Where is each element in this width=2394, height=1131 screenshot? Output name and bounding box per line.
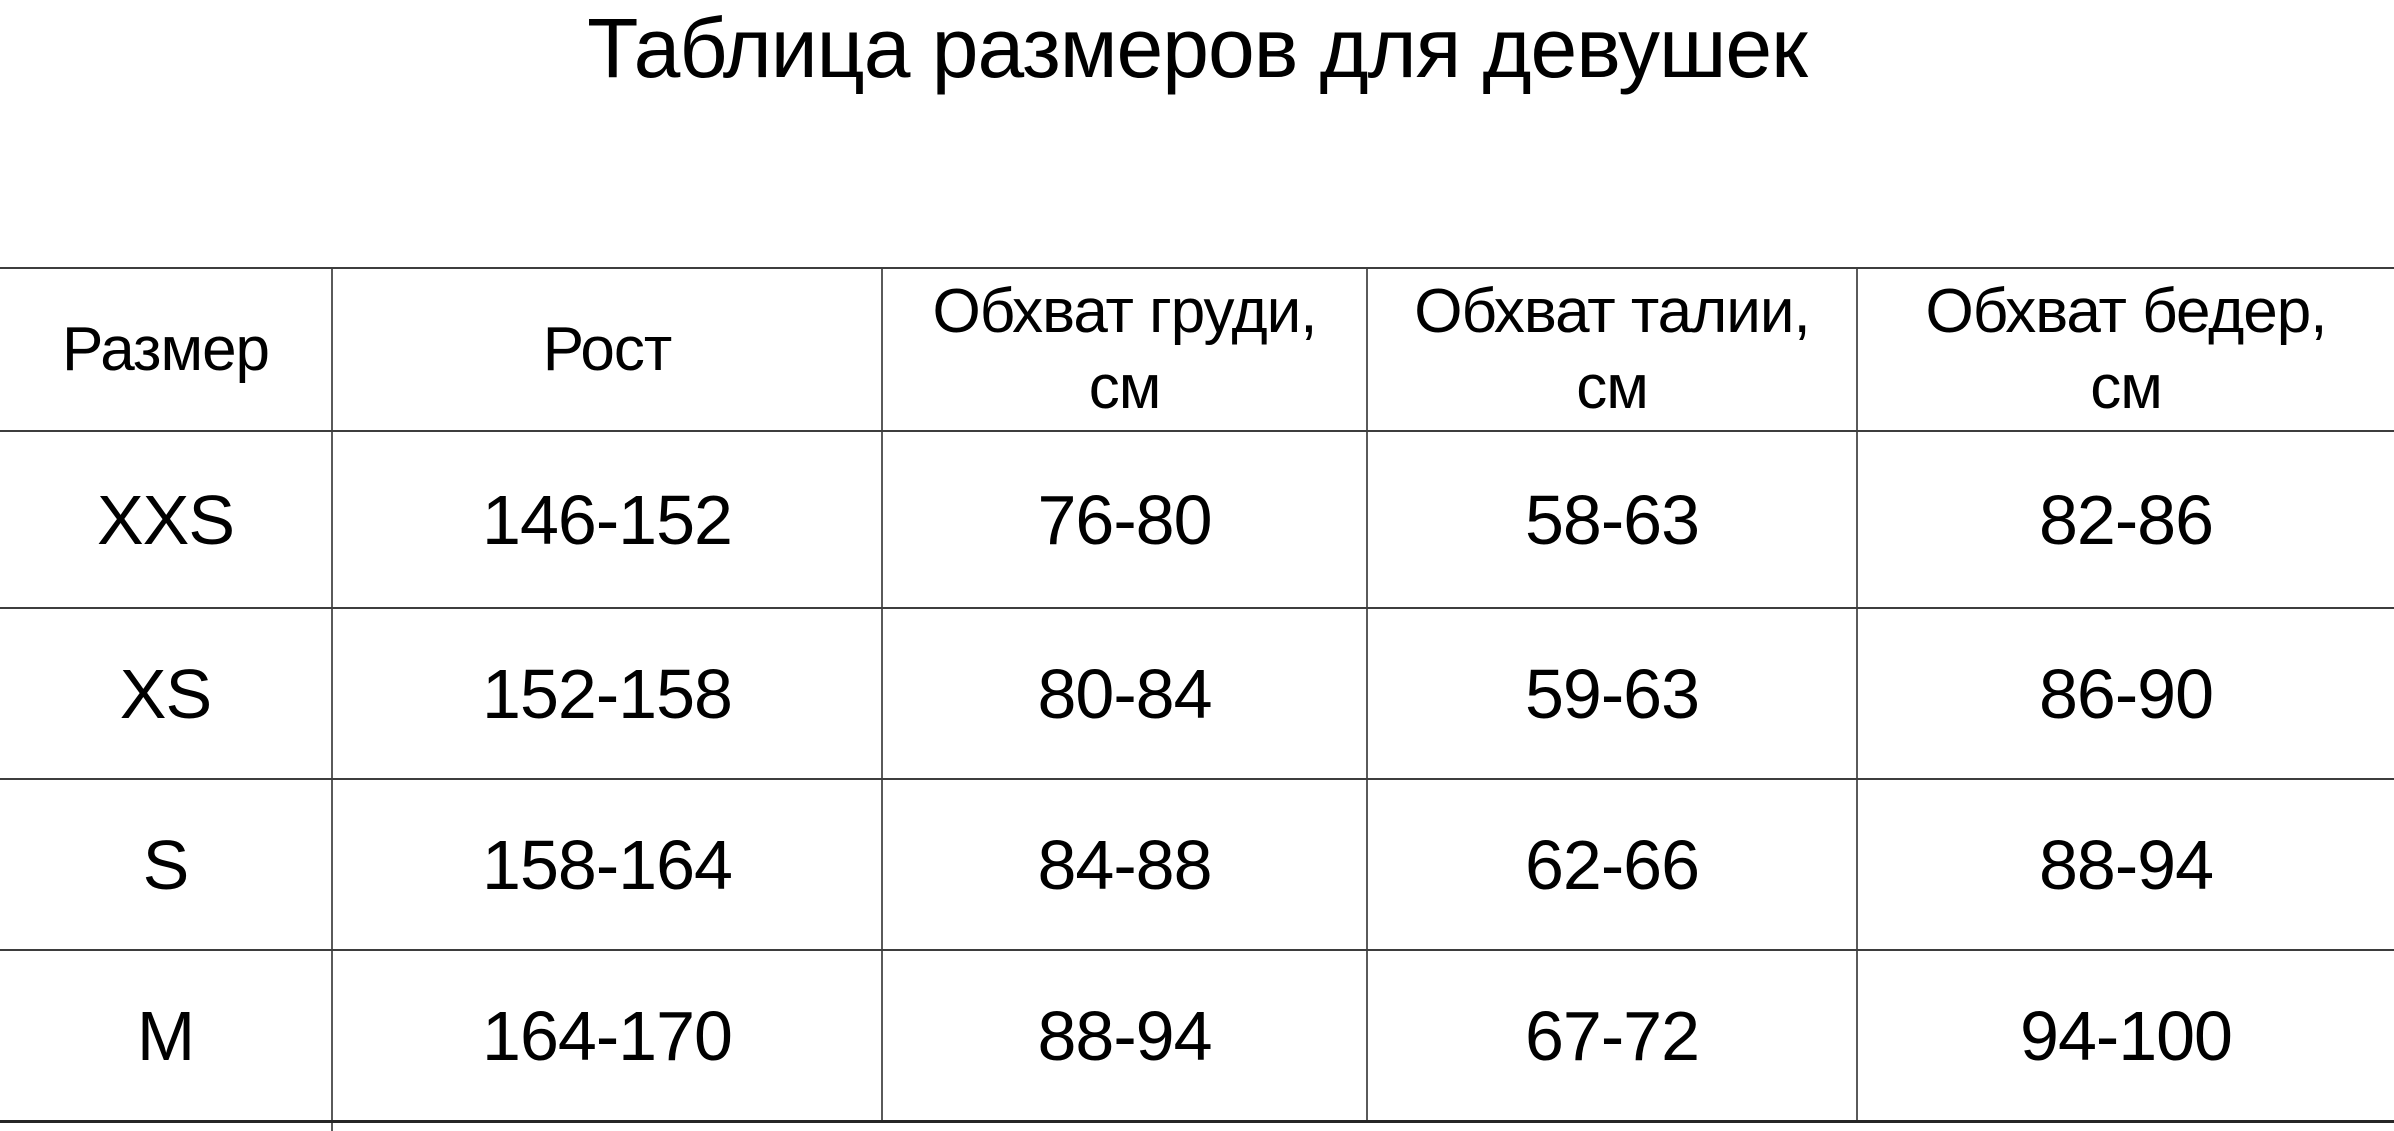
cell-chest: 88-94 [883,951,1368,1120]
cell-size: M [0,951,333,1120]
cell-waist: 58-63 [1368,432,1858,607]
table-header-row: Размер Рост Обхват груди, см Обхват тали… [0,269,2394,432]
header-size: Размер [0,269,333,430]
page-title: Таблица размеров для девушек [587,1,1808,95]
cell-chest: 80-84 [883,609,1368,778]
cell-chest: 76-80 [883,432,1368,607]
cell-hips: 94-100 [2020,996,2233,1075]
cell-height: 146-152 [333,432,883,607]
table-row-s: S 158-164 84-88 62-66 88-94 [0,780,2394,951]
cell-height: 164-170 [333,951,883,1120]
partial-cell [0,1123,333,1131]
header-chest: Обхват груди, см [883,269,1368,430]
cell-waist: 59-63 [1368,609,1858,778]
table-row-xxs: XXS 146-152 76-80 58-63 82-86 [0,432,2394,609]
cell-hips: 88-94 [2038,825,2214,904]
table-row-xs: XS 152-158 80-84 59-63 86-90 [0,609,2394,780]
table-row-m: M 164-170 88-94 67-72 94-100 [0,951,2394,1123]
cell-hips: 82-86 [2038,480,2214,559]
cell-size: XXS [0,432,333,607]
cell-waist: 67-72 [1368,951,1858,1120]
header-height: Рост [333,269,883,430]
header-hips: Обхват бедер, см [1925,276,2328,422]
cell-size: S [0,780,333,949]
table-row-partial [0,1123,2394,1131]
cell-size: XS [0,609,333,778]
cell-waist: 62-66 [1368,780,1858,949]
cell-chest: 84-88 [883,780,1368,949]
size-table: Размер Рост Обхват груди, см Обхват тали… [0,267,2394,1131]
cell-height: 152-158 [333,609,883,778]
header-waist: Обхват талии, см [1368,269,1858,430]
cell-height: 158-164 [333,780,883,949]
cell-hips: 86-90 [2038,654,2214,733]
